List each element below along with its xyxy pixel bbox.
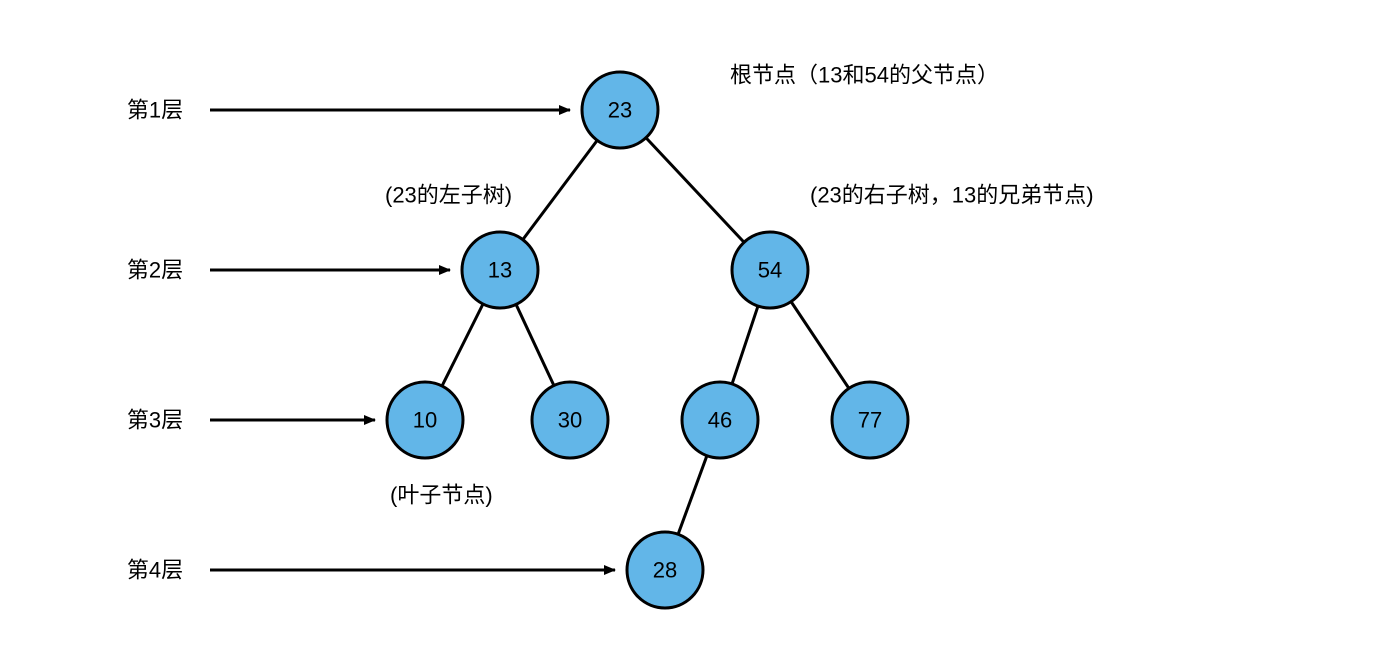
level-label: 第4层 <box>127 558 183 583</box>
tree-node-value: 46 <box>708 408 732 433</box>
tree-node: 77 <box>832 382 908 458</box>
level-label: 第1层 <box>127 98 183 123</box>
tree-edge <box>646 138 744 243</box>
tree-edge <box>523 140 597 239</box>
level-label: 第2层 <box>127 258 183 283</box>
tree-edge <box>442 304 483 386</box>
annotation-text: 根节点（13和54的父节点） <box>730 63 999 88</box>
tree-node: 13 <box>462 232 538 308</box>
annotation-text: (叶子节点) <box>390 483 493 508</box>
tree-node: 54 <box>732 232 808 308</box>
annotation-text: (23的左子树) <box>385 183 512 208</box>
tree-node-value: 28 <box>653 558 677 583</box>
level-label: 第3层 <box>127 408 183 433</box>
tree-node: 23 <box>582 72 658 148</box>
tree-node-value: 30 <box>558 408 582 433</box>
annotation-text: (23的右子树，13的兄弟节点) <box>810 183 1094 208</box>
tree-node: 30 <box>532 382 608 458</box>
tree-edge <box>678 456 707 535</box>
tree-node: 28 <box>627 532 703 608</box>
tree-node: 46 <box>682 382 758 458</box>
tree-node: 10 <box>387 382 463 458</box>
tree-node-value: 23 <box>608 98 632 123</box>
binary-tree-diagram: 23 13 54 10 30 46 77 28 第1层第2层第3层第4层 根节点（13和54的父… <box>0 0 1384 672</box>
tree-node-value: 13 <box>488 258 512 283</box>
tree-node-value: 10 <box>413 408 437 433</box>
tree-edge <box>516 304 554 385</box>
tree-node-value: 77 <box>858 408 882 433</box>
tree-edge <box>791 302 849 389</box>
tree-node-value: 54 <box>758 258 782 283</box>
tree-edge <box>732 306 758 384</box>
